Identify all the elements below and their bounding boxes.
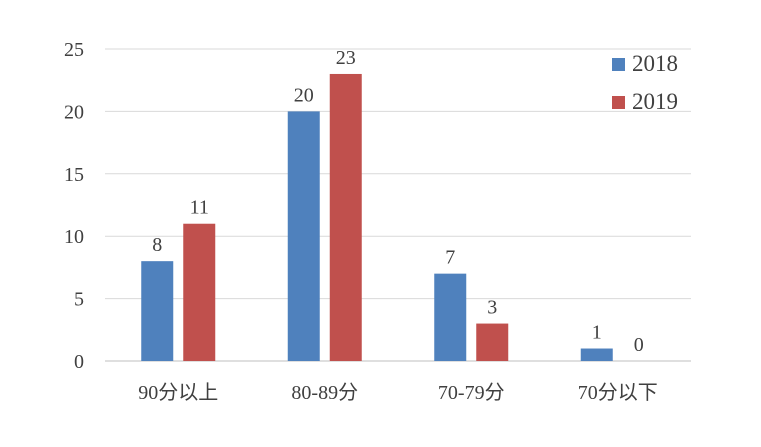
data-label-2019-1: 23 [336, 47, 356, 69]
x-axis-ticks: 90分以上 80-89分 70-79分 70分以下 [138, 381, 658, 404]
data-label-2018-0: 8 [152, 234, 162, 256]
legend-swatch-2018 [612, 58, 625, 71]
data-label-2018-3: 1 [592, 322, 602, 344]
bars [141, 73, 613, 362]
data-label-2019-2: 3 [487, 297, 497, 319]
y-tick-label: 0 [74, 351, 84, 373]
data-label-2018-1: 20 [294, 84, 314, 106]
bar-2019-2 [476, 323, 509, 361]
y-tick-label: 20 [64, 101, 84, 123]
bar-2019-0 [183, 223, 216, 361]
legend: 2018 2019 [612, 51, 678, 114]
bar-2018-1 [287, 111, 320, 362]
x-tick-label: 90分以上 [138, 381, 218, 404]
y-tick-label: 25 [64, 39, 84, 61]
legend-label-2018: 2018 [632, 51, 678, 76]
bar-2018-0 [141, 261, 174, 361]
legend-label-2019: 2019 [632, 89, 678, 114]
y-tick-label: 15 [64, 164, 84, 186]
y-tick-label: 5 [74, 289, 84, 311]
bar-2018-2 [434, 273, 467, 361]
y-axis-ticks: 0 5 10 15 20 25 [64, 39, 84, 373]
data-label-2019-0: 11 [190, 197, 209, 219]
y-tick-label: 10 [64, 226, 84, 248]
data-labels: 8 11 20 23 7 3 1 0 [152, 47, 644, 356]
x-tick-label: 80-89分 [291, 381, 358, 404]
bar-2018-3 [580, 348, 613, 361]
legend-swatch-2019 [612, 96, 625, 109]
x-tick-label: 70-79分 [438, 381, 505, 404]
data-label-2019-3: 0 [634, 334, 644, 356]
data-label-2018-2: 7 [445, 247, 455, 269]
bar-2019-1 [329, 73, 362, 362]
x-tick-label: 70分以下 [578, 381, 658, 404]
